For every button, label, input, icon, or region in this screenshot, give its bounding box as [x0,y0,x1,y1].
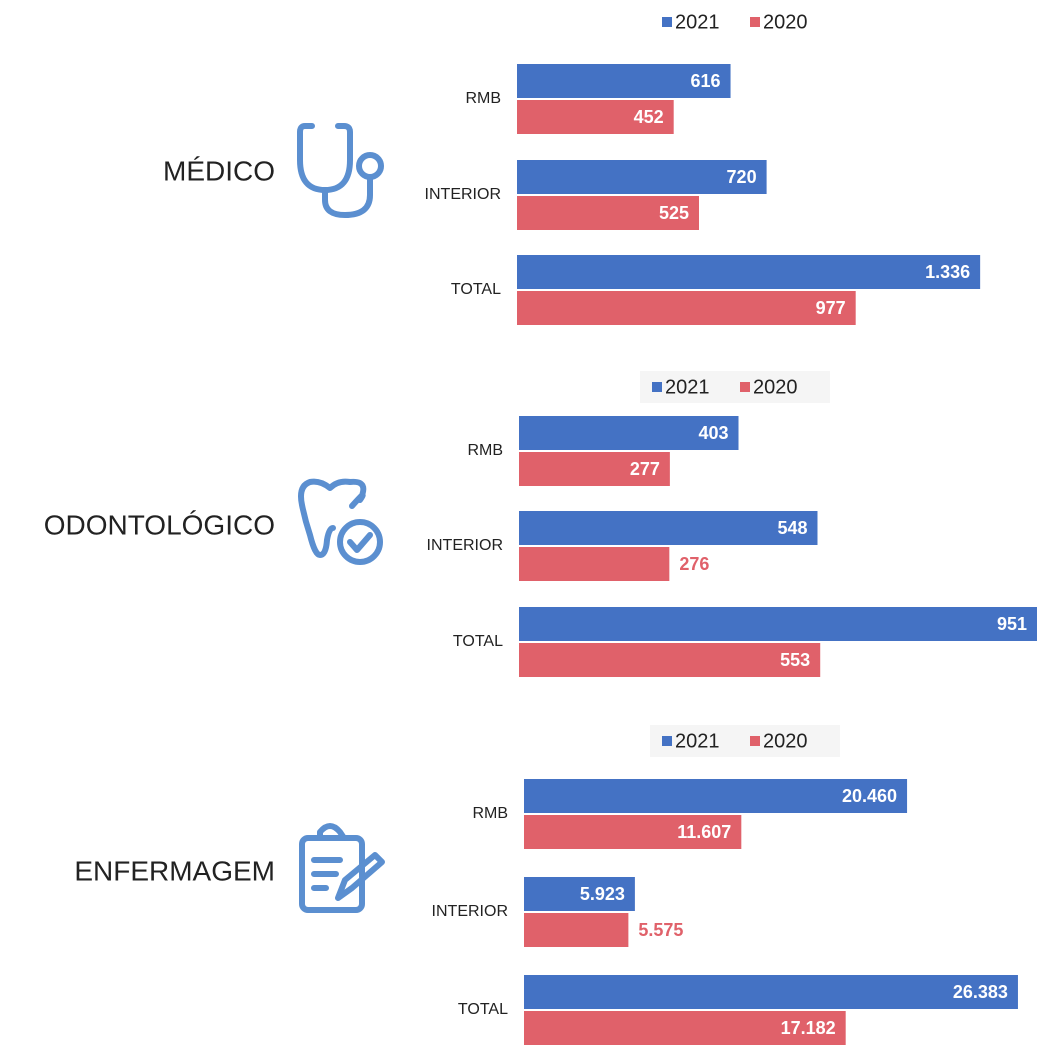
legend-swatch [750,17,760,27]
value-label: 5.575 [638,920,683,940]
value-label: 452 [634,107,664,127]
category-label: RMB [472,805,508,822]
chart-title: ENFERMAGEM [74,855,275,886]
bar [517,255,981,289]
category-label: INTERIOR [425,186,501,203]
category-label: TOTAL [458,1001,508,1018]
value-label: 20.460 [842,786,897,806]
legend-label: 2021 [675,730,720,752]
bar [517,100,674,134]
value-label: 276 [679,554,709,574]
bar [519,607,1037,641]
chart-title: MÉDICO [163,155,275,186]
legend-swatch [662,736,672,746]
value-label: 977 [816,298,846,318]
bar [519,452,670,486]
bar [519,547,670,581]
bar [517,196,699,230]
legend-swatch [750,736,760,746]
legend-label: 2020 [763,730,808,752]
value-label: 5.923 [580,884,625,904]
value-label: 525 [659,203,689,223]
legend-background [650,725,840,757]
bar [519,643,821,677]
value-label: 548 [777,518,807,538]
bar [517,64,731,98]
value-label: 11.607 [677,822,731,842]
legend-background [640,371,830,403]
bar [519,416,739,450]
bar [519,511,818,545]
value-label: 403 [698,423,728,443]
chart-title: ODONTOLÓGICO [44,509,275,540]
value-label: 951 [997,614,1027,634]
value-label: 720 [727,167,757,187]
category-label: RMB [465,90,501,107]
value-label: 277 [630,459,660,479]
value-label: 26.383 [953,982,1008,1002]
category-label: TOTAL [451,281,501,298]
clipboard-icon [299,823,385,913]
value-label: 1.336 [925,262,970,282]
legend-swatch [740,382,750,392]
tooth-icon [298,478,383,565]
bar [524,913,629,947]
stethoscope-icon [297,123,384,218]
value-label: 616 [690,71,720,91]
legend-label: 2020 [763,11,808,33]
bar [517,160,767,194]
legend-label: 2021 [675,11,720,33]
bar [524,877,635,911]
legend-swatch [662,17,672,27]
category-label: TOTAL [453,633,503,650]
category-label: INTERIOR [432,903,508,920]
legend-swatch [652,382,662,392]
bar [524,815,742,849]
legend-label: 2020 [753,376,798,398]
bar [524,975,1018,1009]
value-label: 17.182 [781,1018,836,1038]
category-label: INTERIOR [427,537,503,554]
bar [524,779,908,813]
bar [524,1011,846,1045]
bar [517,291,856,325]
legend-label: 2021 [665,376,710,398]
category-label: RMB [467,442,503,459]
value-label: 553 [780,650,810,670]
